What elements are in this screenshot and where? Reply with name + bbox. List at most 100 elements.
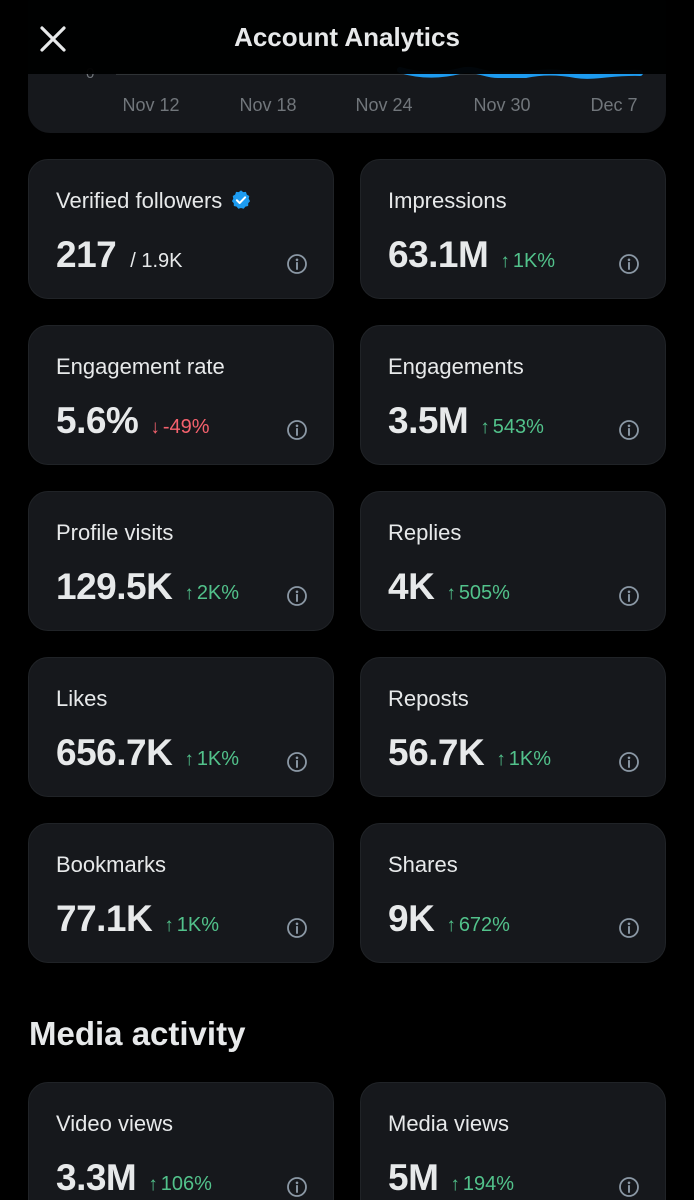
metric-value-text: 217 (56, 234, 117, 275)
metric-value-text: 3.5M (388, 400, 469, 441)
metric-label-text: Likes (56, 686, 108, 711)
metric-label: Shares (388, 852, 458, 878)
metric-label-text: Video views (56, 1111, 173, 1136)
arrow-up-icon: ↑ (496, 749, 506, 770)
metric-value: 656.7K ↑ 1K% (56, 732, 239, 774)
metric-value-text: 77.1K (56, 898, 153, 939)
metric-value-text: 5.6% (56, 400, 139, 441)
info-icon[interactable] (618, 1176, 640, 1198)
metric-label: Profile visits (56, 520, 173, 546)
metric-label: Bookmarks (56, 852, 166, 878)
metric-label: Reposts (388, 686, 469, 712)
metric-value-text: 656.7K (56, 732, 173, 773)
metric-label-text: Impressions (388, 188, 507, 213)
chart-x-tick: Nov 30 (473, 95, 531, 115)
metric-label-text: Verified followers (56, 188, 223, 213)
metric-card-verified-followers[interactable]: Verified followers 217 / 1.9K (28, 159, 334, 299)
top-header: Account Analytics (0, 0, 694, 74)
metric-label: Video views (56, 1111, 173, 1137)
metric-label-text: Reposts (388, 686, 469, 711)
arrow-up-icon: ↑ (148, 1174, 158, 1195)
metric-change: ↑ 1K% (164, 914, 219, 936)
metric-total: / 1.9K (130, 250, 183, 272)
chart-x-tick: Nov 12 (122, 95, 180, 115)
info-icon[interactable] (286, 585, 308, 607)
metric-label-text: Engagements (388, 354, 524, 379)
metric-value: 129.5K ↑ 2K% (56, 566, 239, 608)
metric-value-text: 9K (388, 898, 435, 939)
metric-card-video-views[interactable]: Video views 3.3M ↑ 106% (28, 1082, 334, 1200)
info-icon[interactable] (286, 751, 308, 773)
metric-change: ↑ 194% (450, 1173, 514, 1195)
chart-x-tick: Nov 18 (239, 95, 297, 115)
metric-label-text: Media views (388, 1111, 510, 1136)
metric-label-text: Bookmarks (56, 852, 167, 877)
metric-label-text: Replies (388, 520, 462, 545)
metric-value: 4K ↑ 505% (388, 566, 510, 608)
metric-card-shares[interactable]: Shares 9K ↑ 672% (360, 823, 666, 963)
metric-card-profile-visits[interactable]: Profile visits 129.5K ↑ 2K% (28, 491, 334, 631)
metric-change-text: 2K% (196, 582, 240, 604)
metric-card-bookmarks[interactable]: Bookmarks 77.1K ↑ 1K% (28, 823, 334, 963)
info-icon[interactable] (286, 1176, 308, 1198)
metric-value: 56.7K ↑ 1K% (388, 732, 551, 774)
metric-value-text: 5M (388, 1157, 439, 1198)
metric-card-replies[interactable]: Replies 4K ↑ 505% (360, 491, 666, 631)
close-icon[interactable] (34, 20, 72, 58)
metric-change-text: 505% (458, 582, 510, 604)
info-icon[interactable] (618, 253, 640, 275)
metric-value-text: 63.1M (388, 234, 489, 275)
metrics-grid: Verified followers 217 / 1.9K Impressions 63… (28, 159, 666, 963)
metric-card-engagement-rate[interactable]: Engagement rate 5.6% ↓ -49% (28, 325, 334, 465)
page-title: Account Analytics (234, 22, 460, 52)
metric-change-text: 1K% (512, 250, 556, 272)
metric-value: 3.3M ↑ 106% (56, 1157, 212, 1199)
metric-card-engagements[interactable]: Engagements 3.5M ↑ 543% (360, 325, 666, 465)
arrow-down-icon: ↓ (150, 417, 160, 438)
metric-change-text: 1K% (176, 914, 219, 936)
metric-value: 3.5M ↑ 543% (388, 400, 544, 442)
metric-change: ↑ 505% (446, 582, 510, 604)
media-activity-heading: Media activity (29, 1015, 246, 1052)
arrow-up-icon: ↑ (446, 583, 456, 604)
metric-value-text: 56.7K (388, 732, 485, 773)
metric-card-reposts[interactable]: Reposts 56.7K ↑ 1K% (360, 657, 666, 797)
media-metrics-grid: Video views 3.3M ↑ 106% Media views 5M ↑ 194% (28, 1082, 666, 1200)
metric-change: ↑ 1K% (500, 250, 555, 272)
chart-x-tick: Nov 24 (355, 95, 413, 115)
info-icon[interactable] (286, 917, 308, 939)
metric-change: ↑ 1K% (496, 748, 551, 770)
metric-value-text: 4K (388, 566, 435, 607)
metric-value: 5M ↑ 194% (388, 1157, 514, 1199)
metric-change: ↑ 1K% (184, 748, 239, 770)
metric-change-text: -49% (162, 416, 210, 438)
metric-change-text: 672% (458, 914, 510, 936)
chart-x-tick: Dec 7 (590, 95, 638, 115)
info-icon[interactable] (618, 419, 640, 441)
metric-label-text: Engagement rate (56, 354, 225, 379)
info-icon[interactable] (618, 585, 640, 607)
metric-label: Likes (56, 686, 107, 712)
info-icon[interactable] (618, 917, 640, 939)
metric-change-text: 106% (160, 1173, 212, 1195)
metric-change: ↓ -49% (150, 416, 209, 438)
verified-badge-icon (232, 190, 251, 209)
arrow-up-icon: ↑ (184, 583, 194, 604)
metric-card-impressions[interactable]: Impressions 63.1M ↑ 1K% (360, 159, 666, 299)
info-icon[interactable] (286, 253, 308, 275)
metric-value: 63.1M ↑ 1K% (388, 234, 555, 276)
info-icon[interactable] (286, 419, 308, 441)
metric-change: ↑ 106% (148, 1173, 212, 1195)
arrow-up-icon: ↑ (500, 251, 510, 272)
arrow-up-icon: ↑ (450, 1174, 460, 1195)
metric-value: 217 / 1.9K (56, 234, 183, 276)
arrow-up-icon: ↑ (184, 749, 194, 770)
metric-change: ↑ 543% (480, 416, 544, 438)
metric-card-likes[interactable]: Likes 656.7K ↑ 1K% (28, 657, 334, 797)
metric-label: Media views (388, 1111, 509, 1137)
info-icon[interactable] (618, 751, 640, 773)
metric-label-text: Profile visits (56, 520, 174, 545)
metric-card-media-views[interactable]: Media views 5M ↑ 194% (360, 1082, 666, 1200)
metric-change-text: 1K% (508, 748, 551, 770)
metric-value-text: 3.3M (56, 1157, 137, 1198)
